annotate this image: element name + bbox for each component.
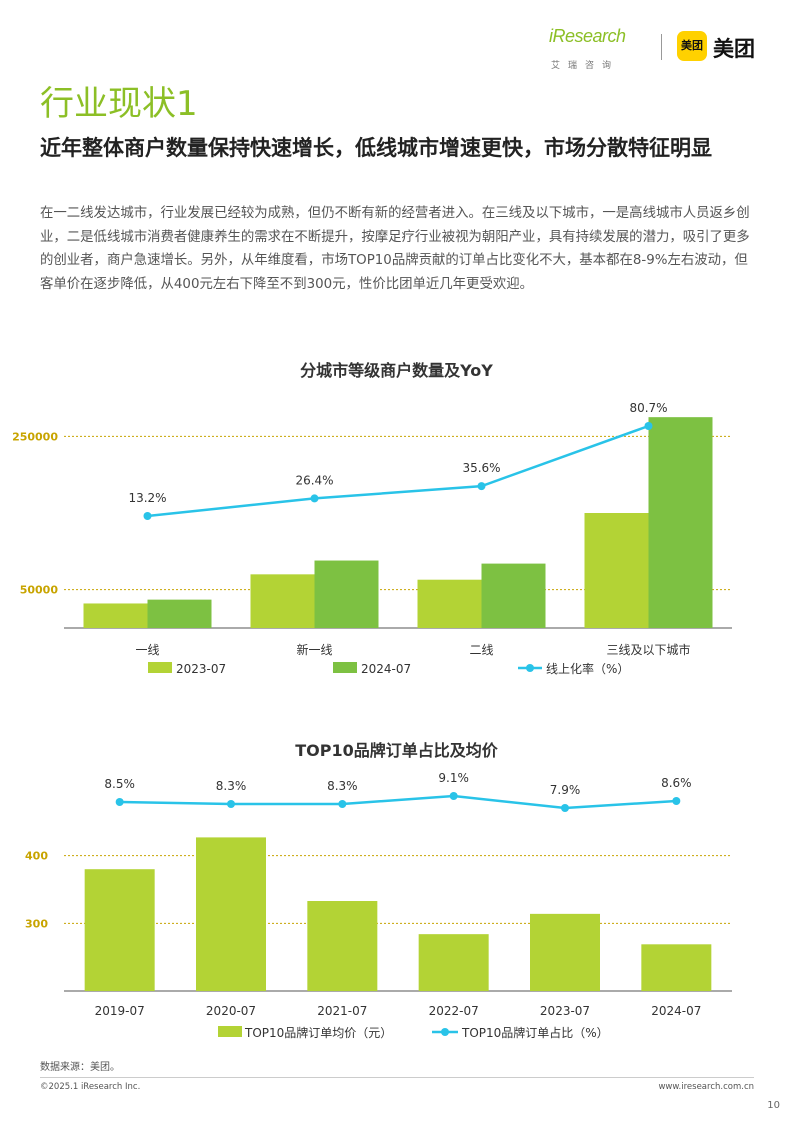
chart2-y-tick-label: 300 [25,917,48,930]
chart2-bar [530,913,600,991]
chart1-line-label: 80.7% [629,401,667,415]
chart2-title: TOP10品牌订单占比及均价 [295,741,498,760]
chart2-line-series [119,794,677,810]
copyright: ©2025.1 iResearch Inc. [40,1082,141,1092]
chart2-line-label: 9.1% [438,771,469,785]
chart1-bar-2024-07 [314,560,379,628]
chart1-bar-2024-07 [481,563,546,628]
chart2-bar [196,837,266,991]
chart1-line-label: 26.4% [295,473,333,487]
chart1-line-series [147,424,649,518]
chart1-line-point [477,482,486,491]
chart2-line-point [561,804,569,812]
headline: 近年整体商户数量保持快速增长，低线城市增速更快，市场分散特征明显 [40,136,712,160]
chart1-legend-label: 线上化率（%） [546,661,629,676]
chart1-y-tick-label: 250000 [12,430,58,443]
chart2-line-point [672,797,681,805]
chart1-legend-swatch-point [526,664,534,672]
chart2-x-tick-label: 2023-07 [540,1004,590,1018]
chart2-top10-share-and-price: 300 400 2019-07 2020-07 2021-07 2022-07 2023-0… [25,771,732,1040]
chart1-line-point [644,422,653,430]
chart1-title: 分城市等级商户数量及YoY [300,361,493,380]
chart1-line-point [143,512,152,520]
chart2-legend-label: TOP10品牌订单均价（元） [244,1026,392,1040]
iresearch-logo: iResearch 艾瑞咨询 [547,26,643,72]
chart1-bar-2024-07 [648,417,713,628]
chart2-bar [84,869,155,991]
chart2-x-tick-label: 2022-07 [429,1004,479,1018]
chart1-merchants-by-city-tier: 50000 250000 一线 新一线 二线 三线及以下城市 13.2% 26.4% 35.6%… [12,401,732,676]
chart1-bar-2023-07 [83,603,148,628]
section-title: 行业现状1 [40,84,198,124]
chart1-legend-label: 2023-07 [176,662,226,676]
chart2-bar [641,944,712,991]
chart2-line-point [115,798,124,806]
chart2-x-tick-label: 2024-07 [651,1004,701,1018]
chart1-legend-swatch [148,662,172,673]
chart1-x-tick-label: 三线及以下城市 [606,642,690,657]
chart1-legend-swatch [333,662,357,673]
chart1-bar-2023-07 [417,579,482,628]
chart1-y-tick-label: 50000 [20,584,59,597]
chart1-x-tick-label: 二线 [469,643,493,657]
chart2-line-label: 8.3% [327,779,358,793]
iresearch-logo-cn: 艾瑞咨询 [551,61,620,71]
chart1-bar-2023-07 [584,513,649,628]
chart2-line-label: 8.6% [661,776,692,790]
chart2-x-tick-label: 2021-07 [317,1004,367,1018]
footer-divider [40,1077,754,1078]
chart2-line-point [338,800,347,808]
chart2-bar [418,934,489,991]
chart2-line-point [449,792,458,800]
chart2-line-label: 8.3% [216,779,247,793]
chart1-line-label: 35.6% [462,461,500,475]
chart2-y-tick-label: 400 [25,850,48,863]
meituan-logo: 美团 美团 [677,31,767,63]
logo-divider [661,34,662,60]
chart2-bar [307,901,378,991]
chart1-x-tick-label: 新一线 [296,642,332,657]
chart2-x-tick-label: 2020-07 [206,1004,256,1018]
chart2-legend-swatch-point [441,1028,449,1036]
chart1-bar-2023-07 [250,574,315,628]
chart1-line-point [310,494,319,503]
chart1-bar-2024-07 [147,599,212,628]
chart2-legend-label: TOP10品牌订单占比（%） [461,1025,609,1040]
chart1-legend-label: 2024-07 [361,662,411,676]
chart1-line-label: 13.2% [128,491,166,505]
data-source: 数据来源：美团。 [40,1062,120,1073]
iresearch-logo-word: iResearch [549,26,626,46]
meituan-logo-badge: 美团 [677,31,707,61]
chart1-x-tick-label: 一线 [135,643,159,657]
chart2-x-tick-label: 2019-07 [95,1004,145,1018]
page-number: 10 [767,1100,780,1111]
chart2-line-label: 8.5% [104,777,135,791]
website-link[interactable]: www.iresearch.com.cn [658,1082,754,1092]
meituan-logo-word: 美团 [713,37,755,61]
chart2-line-label: 7.9% [550,783,581,797]
chart2-legend-swatch [218,1026,242,1037]
chart2-line-point [227,800,235,808]
body-paragraph: 在一二线发达城市，行业发展已经较为成熟，但仍不断有新的经营者进入。在三线及以下城… [40,206,750,292]
